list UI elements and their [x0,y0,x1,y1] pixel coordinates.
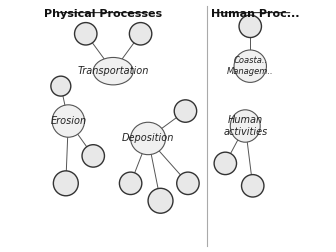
Ellipse shape [52,105,85,137]
Ellipse shape [75,23,97,45]
Ellipse shape [129,23,152,45]
Text: Human
activities: Human activities [223,115,267,137]
Ellipse shape [174,100,197,122]
Ellipse shape [82,145,104,167]
Text: Human Proc...: Human Proc... [211,9,299,19]
Text: Transportation: Transportation [78,66,149,76]
Text: Coasta..
Managem..: Coasta.. Managem.. [227,56,274,76]
Ellipse shape [53,171,78,196]
Ellipse shape [177,172,199,195]
Text: Physical Processes: Physical Processes [44,9,162,19]
Ellipse shape [242,175,264,197]
Ellipse shape [51,76,71,96]
Ellipse shape [148,188,173,213]
Ellipse shape [239,15,261,38]
Text: Erosion: Erosion [50,116,86,126]
Ellipse shape [131,122,166,155]
Ellipse shape [93,57,133,85]
Ellipse shape [234,50,266,82]
Ellipse shape [214,152,237,175]
Ellipse shape [230,110,260,142]
Ellipse shape [119,172,142,195]
Text: Deposition: Deposition [122,134,174,143]
